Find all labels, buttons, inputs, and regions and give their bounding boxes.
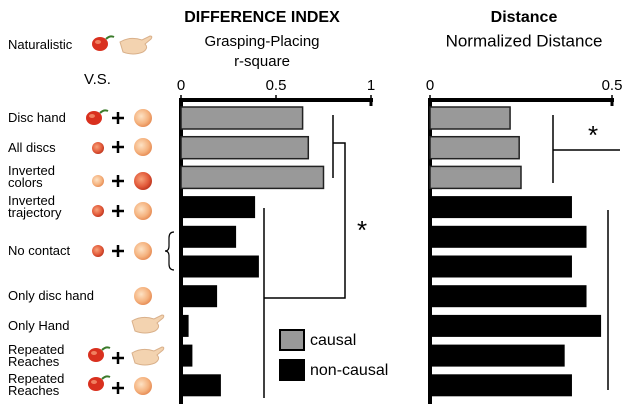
- page: {"chart_data":[ {"type":"bar","orientati…: [0, 0, 633, 404]
- bar: [430, 315, 601, 337]
- bar: [430, 107, 510, 129]
- category-label: All discs: [8, 142, 56, 154]
- bar: [430, 374, 572, 396]
- bar: [181, 315, 189, 337]
- bar: [430, 196, 572, 218]
- category-label: Only Hand: [8, 320, 69, 332]
- x-tick-label: 0: [426, 77, 434, 94]
- chart-title: Distance: [491, 9, 558, 26]
- axis-label: r-square: [234, 53, 290, 70]
- legend-label: causal: [310, 332, 356, 349]
- bar: [181, 226, 236, 248]
- category-label: Inverted trajectory: [8, 195, 64, 219]
- legend-label: non-causal: [310, 362, 388, 379]
- significance-star: *: [588, 120, 598, 150]
- significance-star: *: [357, 215, 367, 245]
- bar: [181, 107, 303, 129]
- chart-title: DIFFERENCE INDEX: [184, 9, 340, 26]
- category-label: Inverted colors: [8, 165, 64, 189]
- bar: [181, 374, 221, 396]
- x-tick-label: 0.5: [266, 77, 287, 94]
- axis-label: Normalized Distance: [446, 31, 603, 50]
- legend-swatch: [280, 330, 304, 350]
- bar: [430, 137, 519, 159]
- category-label: No contact: [8, 245, 70, 257]
- icons: [86, 36, 174, 395]
- row-label: V.S.: [84, 74, 111, 86]
- category-label: Disc hand: [8, 112, 66, 124]
- x-tick-label: 0: [177, 77, 185, 94]
- bar: [181, 137, 308, 159]
- axis-label: Grasping-Placing: [204, 33, 319, 50]
- x-tick-label: 0.5: [602, 77, 623, 94]
- bar: [181, 166, 324, 188]
- bar: [430, 345, 565, 367]
- bar: [181, 196, 255, 218]
- figure: DIFFERENCE INDEX Grasping-Placing r-square…: [0, 0, 633, 404]
- category-label: Only disc hand: [8, 290, 94, 302]
- category-label: Repeated Reaches: [8, 344, 64, 368]
- x-tick-label: 1: [367, 77, 375, 94]
- bar: [430, 285, 587, 307]
- bar: [430, 256, 572, 278]
- bar: [181, 256, 259, 278]
- row-label: Naturalistic: [8, 39, 72, 51]
- bar: [430, 226, 587, 248]
- bar: [430, 166, 521, 188]
- category-label: Repeated Reaches: [8, 373, 64, 397]
- bar: [181, 345, 192, 367]
- legend-swatch: [280, 360, 304, 380]
- bar: [181, 285, 217, 307]
